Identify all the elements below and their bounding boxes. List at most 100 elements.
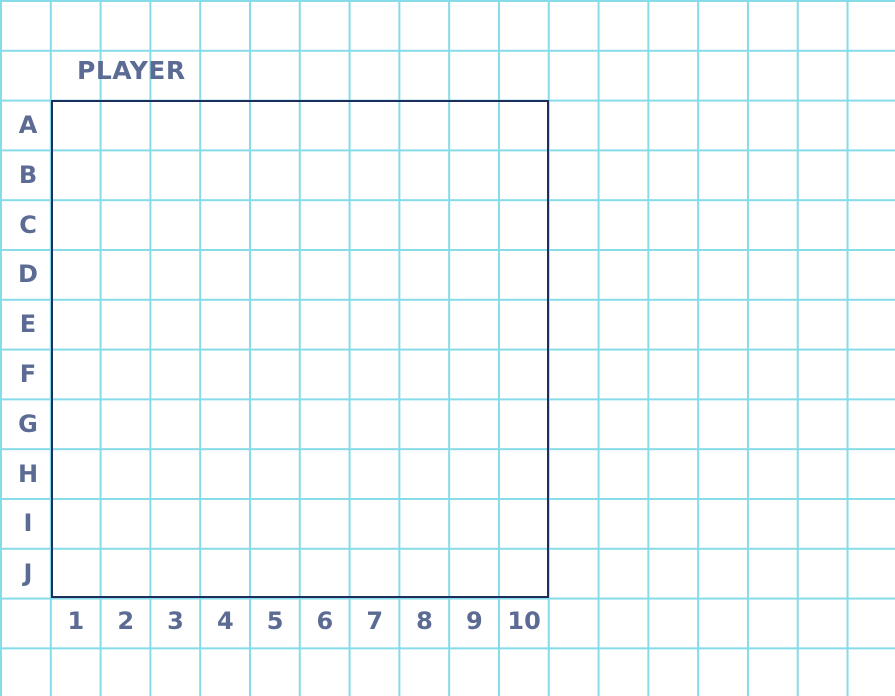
board-cell-j7[interactable] (350, 548, 400, 598)
board-cell-c6[interactable] (300, 200, 350, 250)
board-cell-j2[interactable] (101, 548, 151, 598)
board-cell-a6[interactable] (300, 100, 350, 150)
board-cell-a4[interactable] (200, 100, 250, 150)
board-cell-f10[interactable] (499, 349, 549, 399)
board-cell-j1[interactable] (51, 548, 101, 598)
board-cell-i7[interactable] (350, 498, 400, 548)
board-cell-g3[interactable] (151, 399, 201, 449)
board-cell-h6[interactable] (300, 449, 350, 499)
board-cell-b10[interactable] (499, 150, 549, 200)
board-cell-d3[interactable] (151, 249, 201, 299)
board-cell-c4[interactable] (200, 200, 250, 250)
board-cell-e10[interactable] (499, 299, 549, 349)
board-cell-h8[interactable] (400, 449, 450, 499)
board-cell-b7[interactable] (350, 150, 400, 200)
board-cell-d6[interactable] (300, 249, 350, 299)
board-cell-i10[interactable] (499, 498, 549, 548)
board-cell-g4[interactable] (200, 399, 250, 449)
board-cell-b6[interactable] (300, 150, 350, 200)
board-cell-g2[interactable] (101, 399, 151, 449)
board-cell-j5[interactable] (250, 548, 300, 598)
board-cell-b8[interactable] (400, 150, 450, 200)
board-cell-g7[interactable] (350, 399, 400, 449)
board-cell-e7[interactable] (350, 299, 400, 349)
board-cell-c2[interactable] (101, 200, 151, 250)
board-cell-a9[interactable] (449, 100, 499, 150)
board-cell-b3[interactable] (151, 150, 201, 200)
board-cell-g10[interactable] (499, 399, 549, 449)
board-cell-e3[interactable] (151, 299, 201, 349)
board-cell-g5[interactable] (250, 399, 300, 449)
board-cell-d7[interactable] (350, 249, 400, 299)
board-cell-c1[interactable] (51, 200, 101, 250)
board-cell-f5[interactable] (250, 349, 300, 399)
board-cell-b2[interactable] (101, 150, 151, 200)
board-cell-c7[interactable] (350, 200, 400, 250)
board-cell-d5[interactable] (250, 249, 300, 299)
board-cell-g9[interactable] (449, 399, 499, 449)
board-cell-a3[interactable] (151, 100, 201, 150)
board-cell-d1[interactable] (51, 249, 101, 299)
board-cell-e4[interactable] (200, 299, 250, 349)
board-cell-i2[interactable] (101, 498, 151, 548)
board-cell-j4[interactable] (200, 548, 250, 598)
board-cell-i5[interactable] (250, 498, 300, 548)
board-cell-j3[interactable] (151, 548, 201, 598)
board-cell-a1[interactable] (51, 100, 101, 150)
board-cell-d9[interactable] (449, 249, 499, 299)
board-cell-h3[interactable] (151, 449, 201, 499)
board-cell-a5[interactable] (250, 100, 300, 150)
board-cell-e5[interactable] (250, 299, 300, 349)
board-cell-a10[interactable] (499, 100, 549, 150)
board-cell-c10[interactable] (499, 200, 549, 250)
board-cell-j8[interactable] (400, 548, 450, 598)
board-cell-e8[interactable] (400, 299, 450, 349)
board-cell-h7[interactable] (350, 449, 400, 499)
board-cell-e1[interactable] (51, 299, 101, 349)
board-cell-c9[interactable] (449, 200, 499, 250)
board-cell-j9[interactable] (449, 548, 499, 598)
board-cell-j6[interactable] (300, 548, 350, 598)
board-cell-f4[interactable] (200, 349, 250, 399)
board-cell-g1[interactable] (51, 399, 101, 449)
board-cell-h4[interactable] (200, 449, 250, 499)
board-cell-c5[interactable] (250, 200, 300, 250)
board-cell-i6[interactable] (300, 498, 350, 548)
board-cell-g6[interactable] (300, 399, 350, 449)
board-cell-i1[interactable] (51, 498, 101, 548)
board-cell-e9[interactable] (449, 299, 499, 349)
board-cell-i8[interactable] (400, 498, 450, 548)
board-cell-a8[interactable] (400, 100, 450, 150)
board-cell-h9[interactable] (449, 449, 499, 499)
board-cell-f3[interactable] (151, 349, 201, 399)
board-cell-h10[interactable] (499, 449, 549, 499)
board-cell-b1[interactable] (51, 150, 101, 200)
board-cell-h5[interactable] (250, 449, 300, 499)
player-board[interactable] (51, 100, 549, 598)
board-cell-d10[interactable] (499, 249, 549, 299)
board-cell-h2[interactable] (101, 449, 151, 499)
board-cell-f6[interactable] (300, 349, 350, 399)
board-cell-c8[interactable] (400, 200, 450, 250)
board-cell-d2[interactable] (101, 249, 151, 299)
board-cell-e6[interactable] (300, 299, 350, 349)
board-cell-a7[interactable] (350, 100, 400, 150)
board-cell-b5[interactable] (250, 150, 300, 200)
board-cell-d4[interactable] (200, 249, 250, 299)
board-cell-a2[interactable] (101, 100, 151, 150)
board-cell-b4[interactable] (200, 150, 250, 200)
board-cell-d8[interactable] (400, 249, 450, 299)
board-cell-e2[interactable] (101, 299, 151, 349)
board-cell-f1[interactable] (51, 349, 101, 399)
board-cell-g8[interactable] (400, 399, 450, 449)
board-cell-b9[interactable] (449, 150, 499, 200)
board-cell-f8[interactable] (400, 349, 450, 399)
board-cell-c3[interactable] (151, 200, 201, 250)
board-cell-f2[interactable] (101, 349, 151, 399)
board-cell-h1[interactable] (51, 449, 101, 499)
board-cell-i4[interactable] (200, 498, 250, 548)
board-cell-i9[interactable] (449, 498, 499, 548)
board-cell-f7[interactable] (350, 349, 400, 399)
board-cell-i3[interactable] (151, 498, 201, 548)
board-cell-j10[interactable] (499, 548, 549, 598)
